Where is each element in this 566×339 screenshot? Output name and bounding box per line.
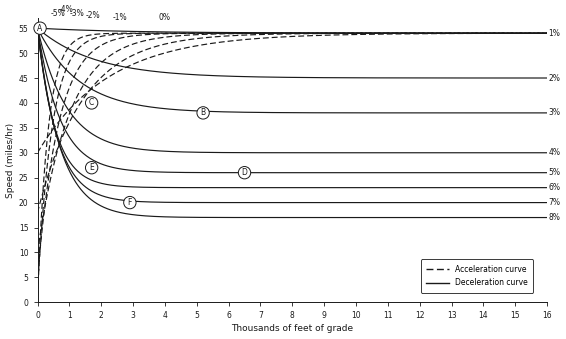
Text: E: E [89,163,94,172]
Text: -2%: -2% [86,11,101,20]
Text: -3%: -3% [70,9,85,18]
Text: B: B [200,108,205,117]
Text: 8%: 8% [548,213,560,222]
Text: 6%: 6% [548,183,561,192]
Text: 0%: 0% [159,13,171,22]
Text: 1%: 1% [548,29,560,38]
Text: F: F [128,198,132,207]
Y-axis label: Speed (miles/hr): Speed (miles/hr) [6,123,15,198]
Text: 4%: 4% [548,148,561,157]
Text: 3%: 3% [548,108,561,117]
X-axis label: Thousands of feet of grade: Thousands of feet of grade [231,324,353,334]
Text: A: A [37,24,42,33]
Text: -4%: -4% [58,5,73,14]
Text: C: C [89,98,95,107]
Legend: Acceleration curve, Deceleration curve: Acceleration curve, Deceleration curve [421,259,533,293]
Text: D: D [242,168,247,177]
Text: 2%: 2% [548,74,560,82]
Text: 5%: 5% [548,168,561,177]
Text: -5%: -5% [51,9,66,18]
Text: 7%: 7% [548,198,561,207]
Text: -1%: -1% [113,13,127,22]
